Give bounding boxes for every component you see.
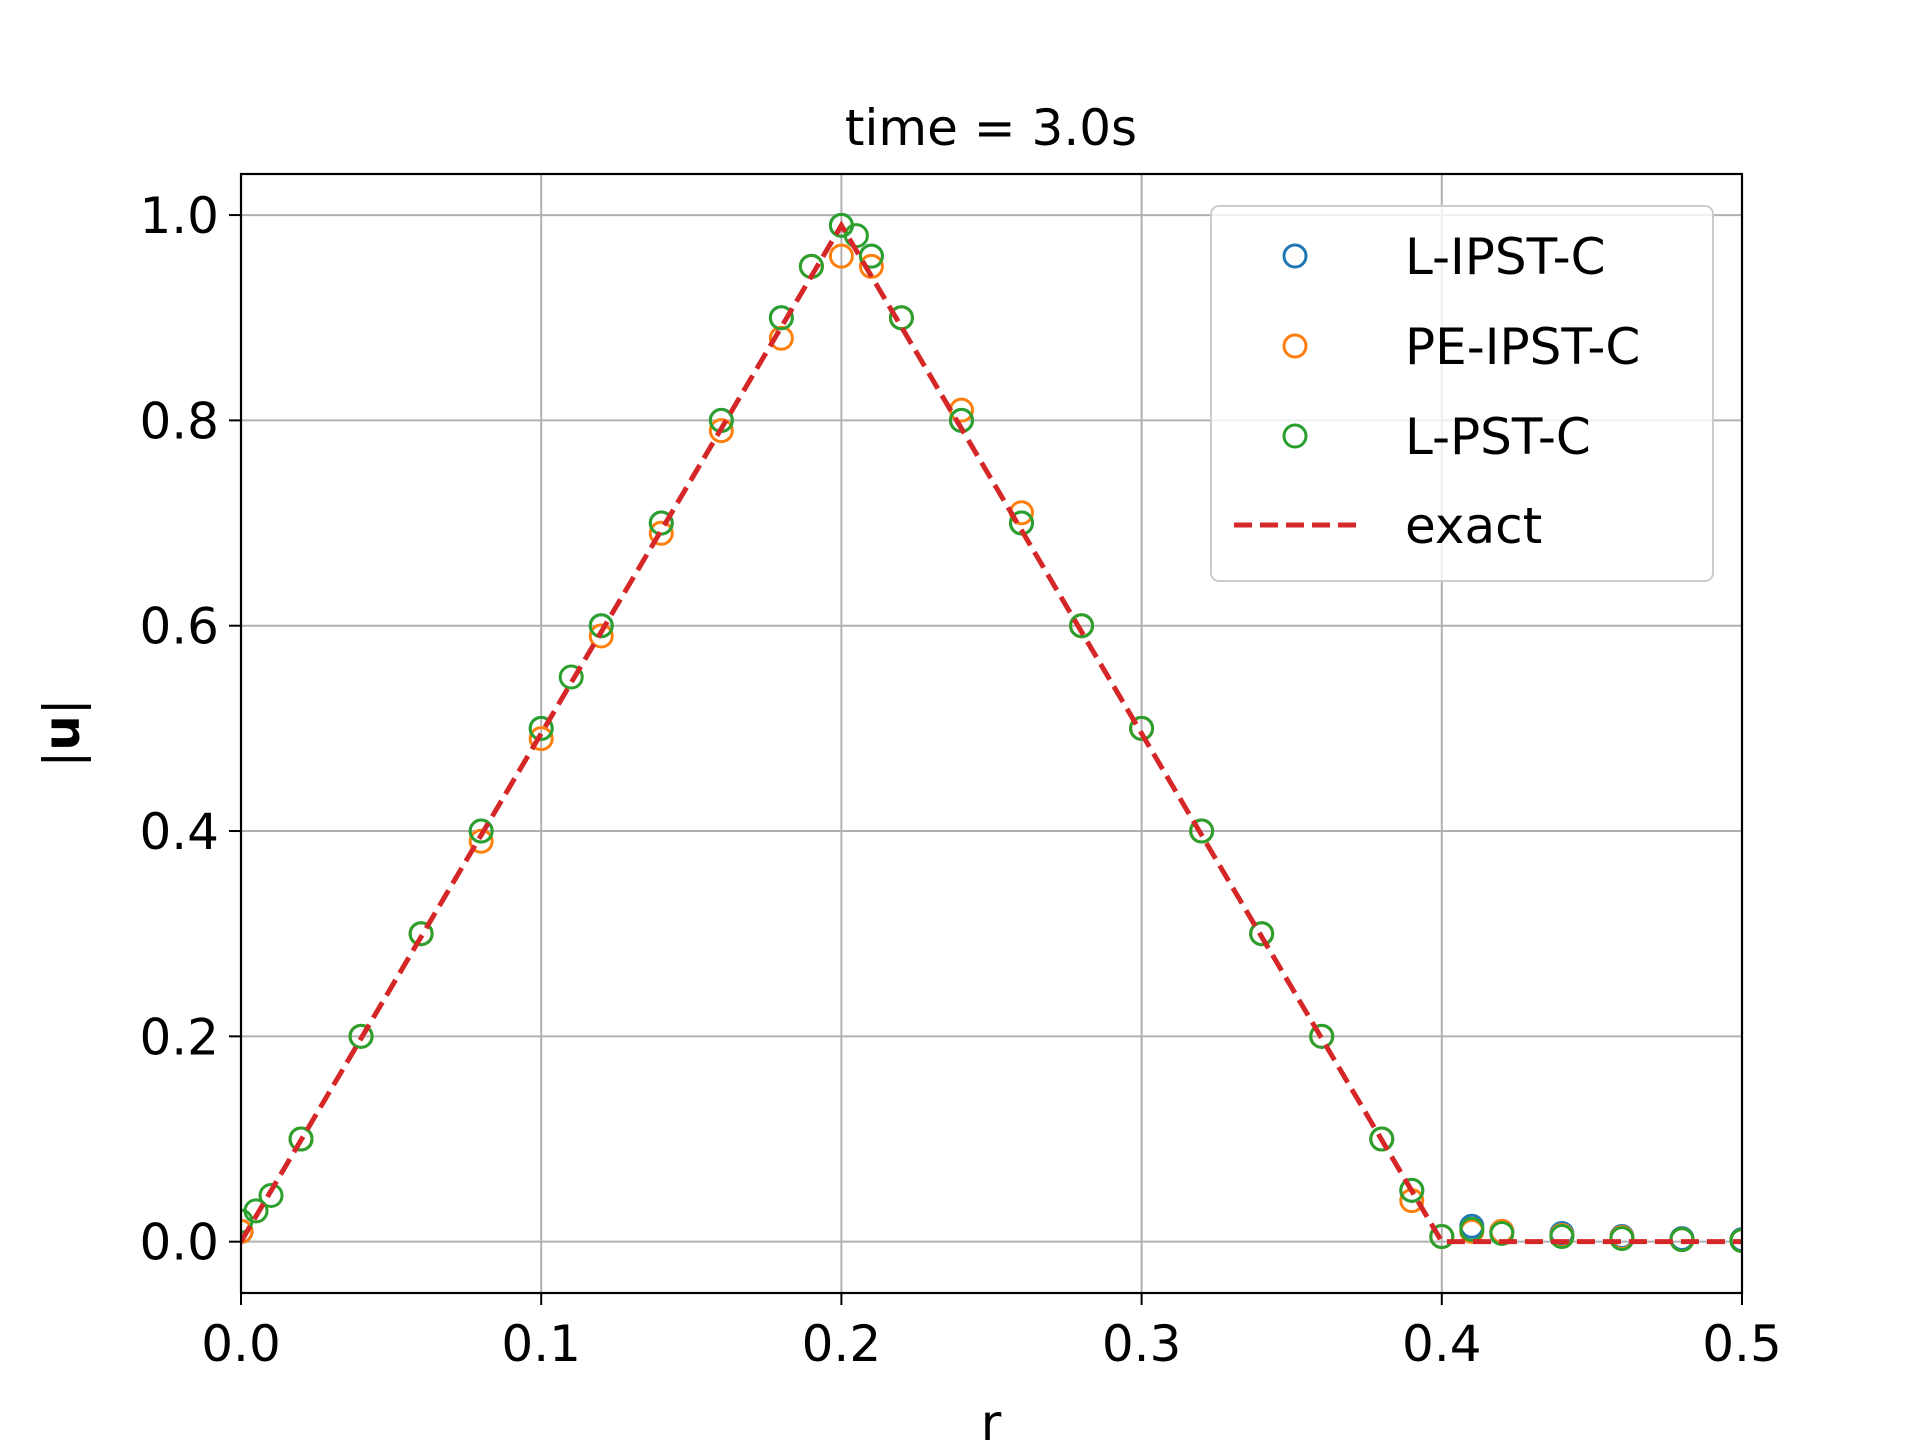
x-tick-label: 0.1 (501, 1315, 581, 1373)
y-tick-label: 0.6 (139, 598, 219, 656)
data-point (1189, 818, 1215, 844)
x-axis-label: r (981, 1394, 1002, 1440)
data-point (588, 623, 614, 649)
data-point (828, 243, 854, 269)
y-axis-label-bold-u: u (33, 715, 91, 751)
data-point (648, 520, 674, 546)
data-point (468, 818, 494, 844)
ticks: 0.0 0.1 0.2 0.3 0.4 0.5 0.0 0.2 0.4 0.6 0.8 1.0 (139, 187, 1781, 1373)
legend-label: exact (1405, 497, 1542, 555)
data-point (1369, 1126, 1395, 1152)
data-point (1069, 613, 1095, 639)
y-tick-label: 0.4 (139, 803, 219, 861)
x-tick-label: 0.4 (1402, 1315, 1482, 1373)
y-tick-label: 1.0 (139, 187, 219, 245)
y-axis-label: |u| (33, 698, 91, 767)
y-axis-label-left-bar: | (33, 751, 91, 768)
data-point (408, 921, 434, 947)
x-tick-label: 0.3 (1102, 1315, 1182, 1373)
plot-data (241, 212, 1742, 1254)
data-point (1459, 1216, 1485, 1242)
data-point (1729, 1228, 1742, 1254)
data-point (768, 305, 794, 331)
data-point (348, 1023, 374, 1049)
x-tick-label: 0.5 (1702, 1315, 1782, 1373)
legend-label: L-IPST-C (1405, 228, 1606, 286)
data-point (708, 418, 734, 444)
y-axis-label-right-bar: | (33, 698, 91, 715)
legend-marker (1282, 423, 1308, 449)
x-tick-label: 0.0 (201, 1315, 281, 1373)
data-point (1609, 1226, 1635, 1252)
axes-frame (239, 172, 1744, 1295)
legend-marker (1282, 333, 1308, 359)
legend-marker (1282, 243, 1308, 269)
data-point (888, 305, 914, 331)
data-point (241, 1218, 254, 1244)
data-point (1549, 1224, 1575, 1250)
data-point (258, 1182, 284, 1208)
data-point (558, 664, 584, 690)
data-point (528, 715, 554, 741)
data-point (1489, 1220, 1515, 1246)
legend-label: L-PST-C (1405, 408, 1591, 466)
exact-line (241, 220, 1742, 1245)
y-tick-label: 0.0 (139, 1214, 219, 1272)
data-point (858, 253, 884, 279)
x-tick-label: 0.2 (802, 1315, 882, 1373)
series-exact (241, 220, 1742, 1245)
data-point (1399, 1177, 1425, 1203)
legend-label: PE-IPST-C (1405, 318, 1640, 376)
legend-box (1210, 205, 1714, 582)
data-point (243, 1198, 269, 1224)
data-point (858, 243, 884, 269)
legend: L-IPST-C PE-IPST-C L-PST-C exact (1210, 205, 1714, 582)
data-point (528, 726, 554, 752)
data-point (1309, 1023, 1335, 1049)
y-tick-label: 0.8 (139, 392, 219, 450)
data-point (1129, 715, 1155, 741)
data-point (288, 1126, 314, 1152)
data-point (1249, 921, 1275, 947)
data-point (1429, 1224, 1455, 1250)
y-tick-label: 0.2 (139, 1008, 219, 1066)
chart-title: time = 3.0s (845, 99, 1137, 157)
